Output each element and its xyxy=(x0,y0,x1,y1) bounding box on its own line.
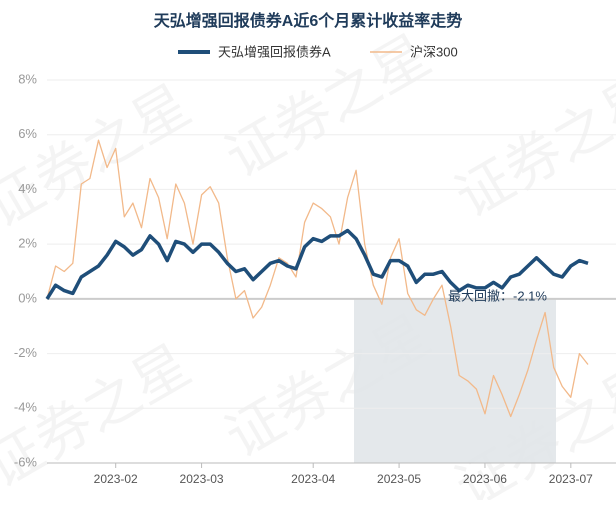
y-tick-label: 4% xyxy=(18,181,37,196)
y-tick-label: -6% xyxy=(14,454,38,469)
y-tick-label: 0% xyxy=(18,290,37,305)
chart-title: 天弘增强回报债券A近6个月累计收益率走势 xyxy=(154,11,462,30)
series-line xyxy=(46,139,589,418)
y-tick-label: -4% xyxy=(14,400,38,415)
x-tick-label: 2023-05 xyxy=(377,472,421,486)
x-tick-label: 2023-06 xyxy=(463,472,507,486)
y-tick-label: -2% xyxy=(14,345,38,360)
watermark: 证券之星 xyxy=(0,73,200,240)
y-tick-label: 6% xyxy=(18,126,37,141)
x-tick-label: 2023-02 xyxy=(94,472,138,486)
drawdown-region xyxy=(354,298,556,463)
legend-label: 沪深300 xyxy=(410,44,458,59)
x-tick-label: 2023-04 xyxy=(291,472,335,486)
series-line xyxy=(45,228,589,300)
x-tick-label: 2023-07 xyxy=(549,472,593,486)
y-tick-label: 2% xyxy=(18,236,37,251)
annotation: 最大回撤：-2.1% xyxy=(448,288,547,303)
y-tick-label: 8% xyxy=(18,71,37,86)
x-tick-label: 2023-03 xyxy=(180,472,224,486)
legend-label: 天弘增强回报债券A xyxy=(218,44,331,59)
watermark: 证券之星 xyxy=(445,63,616,230)
